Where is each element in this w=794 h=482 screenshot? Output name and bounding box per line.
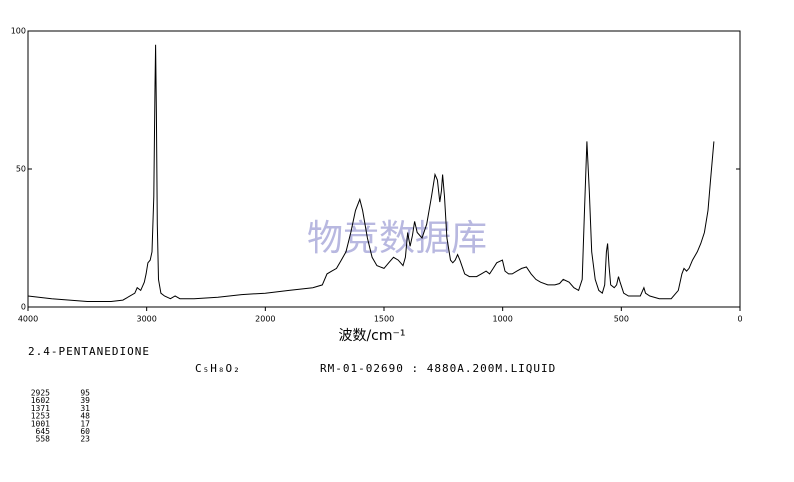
plot-frame	[27, 30, 741, 308]
peak-wavenumber: 1602	[31, 396, 50, 405]
peak-intensity: 48	[80, 412, 90, 421]
peak-intensity: 17	[80, 419, 90, 428]
spectrum-line	[27, 44, 715, 302]
peak-intensity: 95	[80, 389, 90, 398]
peak-wavenumber: 2925	[31, 389, 50, 398]
x-tick-label: 1500	[374, 315, 394, 324]
y-tick-label: 100	[11, 27, 26, 36]
compound-name: 2.4-PENTANEDIONE	[28, 345, 150, 358]
peak-intensity: 60	[80, 427, 90, 436]
peak-wavenumber: 645	[36, 427, 51, 436]
peak-wavenumber: 1253	[31, 412, 50, 421]
peak-wavenumber: 1001	[31, 419, 50, 428]
peak-wavenumber: 558	[36, 435, 51, 444]
watermark: 物竞数据库	[307, 218, 487, 259]
x-tick-label: 0	[737, 315, 742, 324]
peak-intensity: 31	[80, 404, 90, 413]
x-tick-label: 1000	[492, 315, 512, 324]
x-tick-label: 4000	[18, 315, 38, 324]
x-tick-label: 2000	[255, 315, 275, 324]
peak-intensity: 23	[80, 435, 90, 444]
formula: C₅H₈O₂	[195, 362, 241, 375]
x-tick-label: 500	[614, 315, 629, 324]
y-tick-label: 50	[16, 165, 26, 174]
sample-info: RM-01-02690 : 4880A.200M.LIQUID	[320, 362, 556, 375]
peak-intensity: 39	[80, 396, 90, 405]
y-tick-label: 0	[21, 303, 26, 312]
x-axis-label: 波数/cm⁻¹	[338, 328, 405, 344]
x-tick-label: 3000	[136, 315, 156, 324]
peak-wavenumber: 1371	[31, 404, 50, 413]
